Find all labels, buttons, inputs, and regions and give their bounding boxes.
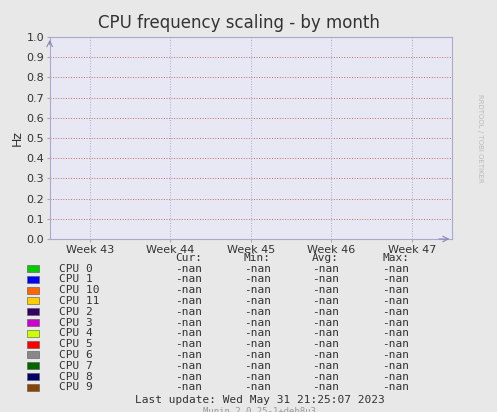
Text: Munin 2.0.25-1+deb8u3: Munin 2.0.25-1+deb8u3 (203, 407, 317, 412)
Text: -nan: -nan (312, 285, 339, 295)
Text: -nan: -nan (175, 264, 202, 274)
Text: CPU 0: CPU 0 (59, 264, 93, 274)
Text: CPU 6: CPU 6 (59, 350, 93, 360)
Text: CPU 1: CPU 1 (59, 274, 93, 284)
Text: -nan: -nan (383, 328, 410, 338)
Text: -nan: -nan (244, 307, 271, 317)
Text: CPU 10: CPU 10 (59, 285, 99, 295)
Text: -nan: -nan (383, 382, 410, 392)
Text: CPU 4: CPU 4 (59, 328, 93, 338)
Text: CPU 8: CPU 8 (59, 372, 93, 382)
Text: -nan: -nan (175, 372, 202, 382)
Text: -nan: -nan (244, 361, 271, 371)
Text: -nan: -nan (244, 318, 271, 328)
Bar (27, 319, 39, 326)
Text: -nan: -nan (175, 285, 202, 295)
Bar (27, 330, 39, 337)
Bar (27, 362, 39, 369)
Text: -nan: -nan (383, 339, 410, 349)
Text: -nan: -nan (312, 296, 339, 306)
Text: -nan: -nan (312, 328, 339, 338)
Text: -nan: -nan (383, 361, 410, 371)
Text: -nan: -nan (244, 339, 271, 349)
Text: -nan: -nan (244, 274, 271, 284)
Text: -nan: -nan (312, 382, 339, 392)
Text: -nan: -nan (383, 372, 410, 382)
Text: -nan: -nan (383, 350, 410, 360)
Text: -nan: -nan (175, 307, 202, 317)
Text: -nan: -nan (383, 318, 410, 328)
Bar (27, 287, 39, 294)
Text: -nan: -nan (175, 339, 202, 349)
Text: CPU frequency scaling - by month: CPU frequency scaling - by month (97, 14, 380, 33)
Text: -nan: -nan (312, 339, 339, 349)
Text: -nan: -nan (244, 296, 271, 306)
Text: -nan: -nan (312, 350, 339, 360)
Bar (27, 341, 39, 348)
Text: -nan: -nan (175, 296, 202, 306)
Text: -nan: -nan (312, 264, 339, 274)
Text: -nan: -nan (244, 372, 271, 382)
Text: -nan: -nan (175, 328, 202, 338)
Text: -nan: -nan (244, 382, 271, 392)
Text: CPU 3: CPU 3 (59, 318, 93, 328)
Text: Min:: Min: (244, 253, 271, 263)
Text: -nan: -nan (175, 274, 202, 284)
Text: -nan: -nan (175, 318, 202, 328)
Text: -nan: -nan (312, 274, 339, 284)
Text: -nan: -nan (312, 361, 339, 371)
Text: -nan: -nan (383, 285, 410, 295)
Text: -nan: -nan (175, 382, 202, 392)
Text: -nan: -nan (175, 350, 202, 360)
Text: -nan: -nan (244, 264, 271, 274)
Text: -nan: -nan (175, 361, 202, 371)
Text: -nan: -nan (312, 307, 339, 317)
Bar (27, 276, 39, 283)
Text: Max:: Max: (383, 253, 410, 263)
Text: -nan: -nan (383, 264, 410, 274)
Text: -nan: -nan (244, 285, 271, 295)
Bar (27, 384, 39, 391)
Text: CPU 7: CPU 7 (59, 361, 93, 371)
Text: -nan: -nan (383, 307, 410, 317)
Text: Last update: Wed May 31 21:25:07 2023: Last update: Wed May 31 21:25:07 2023 (135, 396, 385, 405)
Text: CPU 9: CPU 9 (59, 382, 93, 392)
Text: Avg:: Avg: (312, 253, 339, 263)
Bar (27, 297, 39, 304)
Bar (27, 373, 39, 380)
Y-axis label: Hz: Hz (10, 130, 24, 146)
Text: -nan: -nan (383, 296, 410, 306)
Text: CPU 2: CPU 2 (59, 307, 93, 317)
Text: RRDTOOL / TOBI OETIKER: RRDTOOL / TOBI OETIKER (477, 94, 483, 183)
Text: -nan: -nan (383, 274, 410, 284)
Text: CPU 5: CPU 5 (59, 339, 93, 349)
Text: -nan: -nan (244, 350, 271, 360)
Text: -nan: -nan (312, 372, 339, 382)
Text: Cur:: Cur: (175, 253, 202, 263)
Text: -nan: -nan (312, 318, 339, 328)
Bar (27, 308, 39, 315)
Text: CPU 11: CPU 11 (59, 296, 99, 306)
Bar (27, 351, 39, 358)
Bar (27, 265, 39, 272)
Text: -nan: -nan (244, 328, 271, 338)
